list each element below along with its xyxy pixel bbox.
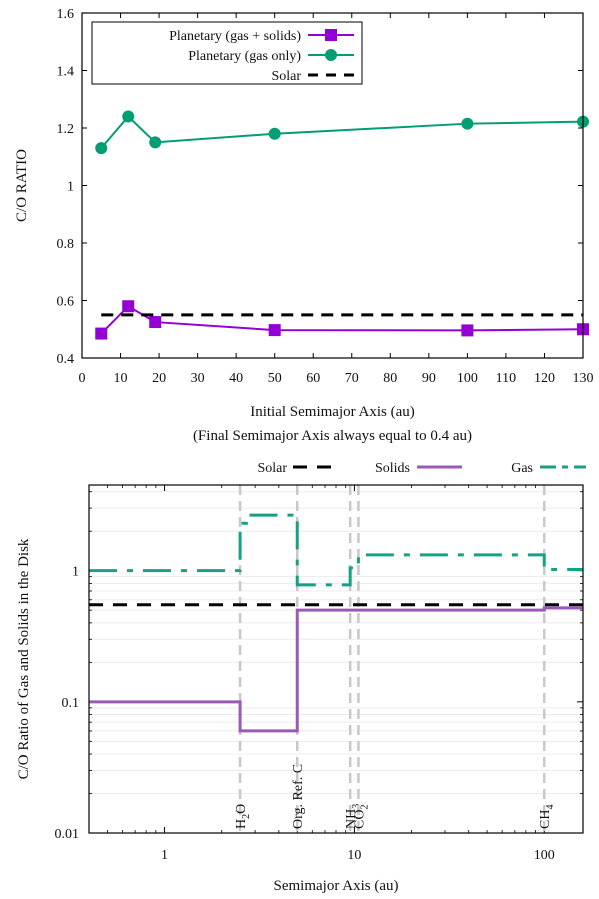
x-tick-label: 40 [229,371,243,386]
y-tick-label: 1.4 [57,65,75,80]
x-tick-label: 120 [534,371,555,386]
y-axis-label: C/O RATIO [14,149,30,222]
x-tick-label: 100 [534,848,555,863]
x-axis-note: (Final Semimajor Axis always equal to 0.… [193,428,472,444]
legend-marker [325,49,337,61]
data-point-square [122,300,135,313]
series-line-0 [100,304,584,335]
data-point-circle [268,127,281,140]
legend-label: Solids [375,461,410,476]
y-axis-label: C/O Ratio of Gas and Solids in the Disk [16,538,32,779]
x-tick-label: 60 [306,371,320,386]
snowline-label: H2O [234,804,252,829]
snowline-label-text: CH [538,810,553,829]
data-point-square [149,316,162,329]
snowline-label: NH3 [344,804,362,829]
y-tick-label: 1.2 [57,122,75,137]
legend-label: Planetary (gas only) [188,49,301,64]
legend-label: Solar [271,69,301,84]
y-tick-label: 1.6 [57,7,75,22]
data-point-circle [149,136,162,149]
y-tick-label: 0.1 [62,696,80,711]
snowline-label-text: CO [352,810,367,829]
x-tick-label: 130 [573,371,594,386]
snowline-label-text: H [234,819,249,829]
series-line-1 [100,115,584,149]
legend-label: Solar [257,461,287,476]
data-point-square [268,324,281,337]
y-tick-label: 0.6 [57,295,75,310]
data-point-circle [122,110,135,123]
y-tick-label: 1 [67,180,74,195]
snowline-label-sub: 2 [241,814,252,819]
x-tick-label: 1 [161,848,168,863]
data-point-square [461,324,474,337]
top-chart: 0 10 20 30 40 50 60 70 80 90 100 110 120 130 0.4 0.6 0.8… [14,7,594,444]
plot-frame [88,484,584,834]
x-axis-label: Semimajor Axis (au) [274,878,399,894]
legend-marker [325,29,337,41]
x-axis-label: Initial Semimajor Axis (au) [250,404,415,420]
data-point-circle [461,117,474,130]
x-tick-label: 20 [152,371,166,386]
plot-frame [81,12,584,359]
snowline-label-sub: 4 [545,805,556,810]
x-tick-label: 10 [114,371,128,386]
data-point-circle [95,142,108,155]
snowline-label-text: Org. Ref. C [291,764,306,829]
snowline-label-text: NH [344,809,359,829]
y-tick-label: 1 [72,565,79,580]
series-line-1 [89,606,583,733]
y-tick-label: 0.4 [57,352,75,367]
snowline-label-sub: 3 [351,804,362,809]
series-line-2 [89,513,583,587]
legend-label: Gas [511,461,533,476]
x-tick-label: 70 [345,371,359,386]
y-tick-label: 0.8 [57,237,75,252]
snowline-label: Org. Ref. C [291,764,306,829]
snowline-label: CH4 [538,805,556,829]
snowline-label-tail: O [234,804,249,814]
x-tick-label: 0 [79,371,86,386]
x-tick-label: 50 [268,371,282,386]
legend-label: Planetary (gas + solids) [169,29,301,44]
x-tick-label: 30 [191,371,205,386]
data-point-square [95,327,108,340]
x-tick-label: 110 [496,371,516,386]
snowline-label-sub: 2 [359,805,370,810]
x-tick-label: 10 [347,848,361,863]
x-tick-label: 100 [457,371,478,386]
x-tick-label: 90 [422,371,436,386]
x-tick-label: 80 [383,371,397,386]
snowline-label: CO2 [352,805,370,829]
y-tick-label: 0.01 [55,827,80,842]
